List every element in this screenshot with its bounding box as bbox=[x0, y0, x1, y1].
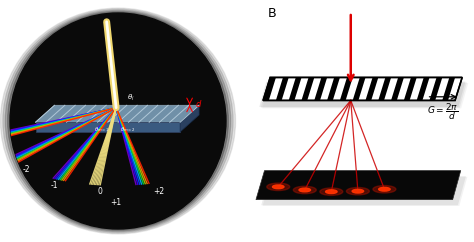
Polygon shape bbox=[261, 176, 466, 205]
Polygon shape bbox=[36, 105, 199, 122]
Ellipse shape bbox=[8, 12, 228, 230]
Ellipse shape bbox=[320, 188, 343, 195]
Text: +2: +2 bbox=[153, 187, 164, 196]
Text: -2: -2 bbox=[22, 165, 30, 174]
Polygon shape bbox=[442, 77, 455, 100]
Polygon shape bbox=[391, 77, 404, 100]
Polygon shape bbox=[263, 77, 276, 100]
Text: d: d bbox=[196, 100, 201, 109]
Text: $G = \dfrac{2\pi}{d}$: $G = \dfrac{2\pi}{d}$ bbox=[427, 101, 458, 122]
Polygon shape bbox=[365, 77, 378, 100]
Ellipse shape bbox=[373, 186, 396, 193]
Polygon shape bbox=[180, 105, 199, 132]
Ellipse shape bbox=[346, 188, 369, 195]
Polygon shape bbox=[340, 77, 353, 100]
Ellipse shape bbox=[10, 13, 226, 229]
Polygon shape bbox=[301, 77, 314, 100]
Polygon shape bbox=[261, 82, 467, 108]
Text: +1: +1 bbox=[110, 197, 122, 207]
Polygon shape bbox=[429, 77, 442, 100]
Polygon shape bbox=[262, 83, 468, 108]
Text: $\theta_{m=1}$: $\theta_{m=1}$ bbox=[94, 125, 109, 134]
Text: $\theta_{m=2}$: $\theta_{m=2}$ bbox=[120, 125, 136, 134]
Ellipse shape bbox=[273, 185, 284, 189]
Ellipse shape bbox=[5, 11, 231, 231]
Text: B: B bbox=[268, 7, 276, 20]
Polygon shape bbox=[417, 77, 429, 100]
Ellipse shape bbox=[326, 190, 337, 194]
Text: $\theta_i$: $\theta_i$ bbox=[127, 93, 135, 103]
Ellipse shape bbox=[0, 8, 236, 234]
Polygon shape bbox=[353, 77, 365, 100]
Polygon shape bbox=[314, 77, 327, 100]
Polygon shape bbox=[276, 77, 289, 100]
Ellipse shape bbox=[352, 189, 364, 193]
Ellipse shape bbox=[299, 188, 310, 192]
Polygon shape bbox=[378, 77, 391, 100]
Polygon shape bbox=[263, 177, 467, 206]
Ellipse shape bbox=[3, 9, 233, 233]
Ellipse shape bbox=[293, 186, 316, 194]
Polygon shape bbox=[289, 77, 301, 100]
Text: 0: 0 bbox=[97, 187, 102, 196]
Text: A: A bbox=[24, 19, 32, 32]
Polygon shape bbox=[259, 82, 465, 107]
Ellipse shape bbox=[379, 187, 390, 191]
Polygon shape bbox=[327, 77, 340, 100]
Text: -1: -1 bbox=[51, 181, 58, 190]
Polygon shape bbox=[404, 77, 417, 100]
Polygon shape bbox=[256, 171, 461, 200]
Ellipse shape bbox=[267, 183, 290, 190]
Polygon shape bbox=[263, 77, 462, 100]
Polygon shape bbox=[36, 122, 180, 132]
